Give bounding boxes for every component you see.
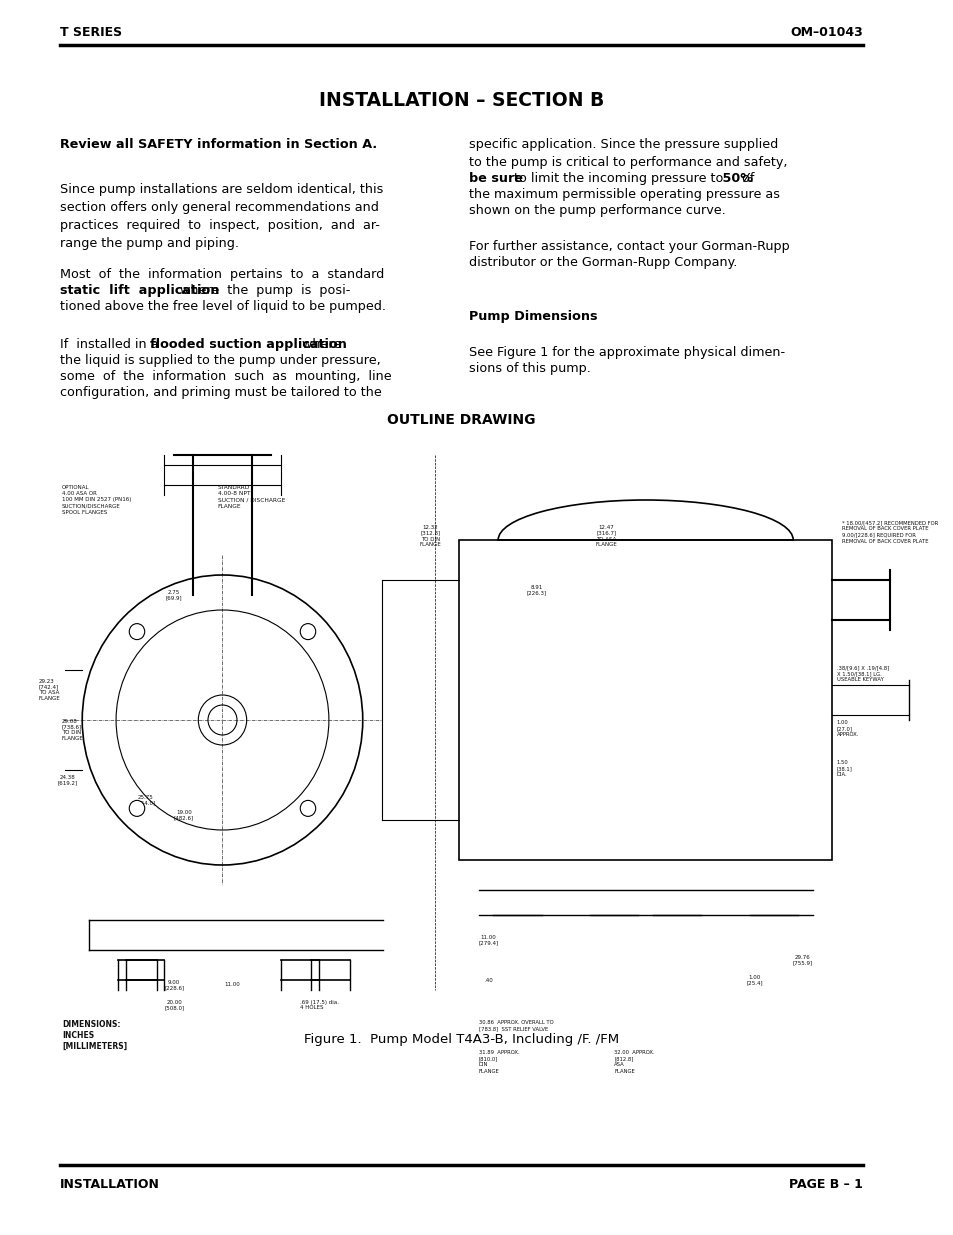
- Text: 25.75
[654.0]: 25.75 [654.0]: [135, 794, 155, 805]
- Text: OPTIONAL
4.00 ASA OR
100 MM DIN 2527 (PN16)
SUCTION/DISCHARGE
SPOOL FLANGES: OPTIONAL 4.00 ASA OR 100 MM DIN 2527 (PN…: [62, 485, 132, 515]
- Text: 30.86  APPROX. OVERALL TO
[783.8]  SST RELIEF VALVE: 30.86 APPROX. OVERALL TO [783.8] SST REL…: [478, 1020, 553, 1031]
- Text: DIMENSIONS:
INCHES
[MILLIMETERS]: DIMENSIONS: INCHES [MILLIMETERS]: [62, 1020, 127, 1051]
- Text: some  of  the  information  such  as  mounting,  line: some of the information such as mounting…: [60, 370, 391, 383]
- Text: tioned above the free level of liquid to be pumped.: tioned above the free level of liquid to…: [60, 300, 386, 312]
- Text: 50%: 50%: [717, 172, 752, 185]
- Text: STANDARD
4.00-8 NPT
SUCTION / DISCHARGE
FLANGE: STANDARD 4.00-8 NPT SUCTION / DISCHARGE …: [217, 485, 285, 509]
- Text: where  the  pump  is  posi-: where the pump is posi-: [176, 284, 350, 296]
- Text: to limit the incoming pressure to: to limit the incoming pressure to: [509, 172, 722, 185]
- Text: 1.00
[27.0]
APPROX.: 1.00 [27.0] APPROX.: [836, 720, 859, 737]
- Text: 1.00
[25.4]: 1.00 [25.4]: [745, 974, 762, 986]
- Text: OM–01043: OM–01043: [789, 26, 862, 38]
- Text: 19.00
[482.6]: 19.00 [482.6]: [173, 810, 193, 820]
- Text: INSTALLATION: INSTALLATION: [60, 1178, 160, 1192]
- Text: 31.89  APPROX.
[810.0]
DIN
FLANGE: 31.89 APPROX. [810.0] DIN FLANGE: [478, 1050, 519, 1073]
- Text: INSTALLATION – SECTION B: INSTALLATION – SECTION B: [318, 90, 603, 110]
- Text: 29.76
[755.9]: 29.76 [755.9]: [792, 955, 812, 966]
- Circle shape: [82, 576, 362, 864]
- Circle shape: [198, 695, 247, 745]
- Circle shape: [208, 705, 236, 735]
- Text: For further assistance, contact your Gorman-Rupp: For further assistance, contact your Gor…: [469, 240, 789, 253]
- Bar: [60, 435, 862, 1010]
- Text: 12.47
[316.7]
TO ASA
FLANGE: 12.47 [316.7] TO ASA FLANGE: [595, 525, 617, 547]
- Bar: [459, 540, 831, 860]
- Text: static  lift  application: static lift application: [60, 284, 219, 296]
- Text: 9.00
[228.6]: 9.00 [228.6]: [164, 979, 184, 990]
- Text: Figure 1.  Pump Model T4A3-B, Including /F. /FM: Figure 1. Pump Model T4A3-B, Including /…: [304, 1034, 618, 1046]
- Text: 11.00
[279.4]: 11.00 [279.4]: [478, 935, 498, 946]
- Text: of: of: [738, 172, 754, 185]
- Text: .69 (17.5) dia.
4 HOLES: .69 (17.5) dia. 4 HOLES: [299, 999, 338, 1010]
- Text: Since pump installations are seldom identical, this
section offers only general : Since pump installations are seldom iden…: [60, 183, 383, 249]
- Text: the liquid is supplied to the pump under pressure,: the liquid is supplied to the pump under…: [60, 354, 380, 367]
- Circle shape: [300, 624, 315, 640]
- Text: If  installed in a: If installed in a: [60, 338, 158, 351]
- Circle shape: [300, 800, 315, 816]
- Text: flooded suction application: flooded suction application: [150, 338, 347, 351]
- Text: sions of this pump.: sions of this pump.: [469, 362, 591, 375]
- Text: configuration, and priming must be tailored to the: configuration, and priming must be tailo…: [60, 387, 381, 399]
- Circle shape: [129, 624, 145, 640]
- Text: .38/[9.6] X .19/[4.8]
X 1.50/[38.1] LG.
USEABLE KEYWAY: .38/[9.6] X .19/[4.8] X 1.50/[38.1] LG. …: [836, 664, 888, 683]
- Text: distributor or the Gorman-Rupp Company.: distributor or the Gorman-Rupp Company.: [469, 256, 737, 269]
- Circle shape: [129, 800, 145, 816]
- Text: 29.23
[742.4]
TO ASA
FLANGE: 29.23 [742.4] TO ASA FLANGE: [39, 679, 60, 701]
- Text: shown on the pump performance curve.: shown on the pump performance curve.: [469, 204, 725, 217]
- Text: OUTLINE DRAWING: OUTLINE DRAWING: [387, 412, 536, 427]
- Text: 24.38
[619.2]: 24.38 [619.2]: [57, 774, 78, 785]
- Text: Most  of  the  information  pertains  to  a  standard: Most of the information pertains to a st…: [60, 268, 384, 282]
- Text: 2.75
[69.9]: 2.75 [69.9]: [166, 589, 182, 600]
- Text: where: where: [297, 338, 341, 351]
- Text: PAGE B – 1: PAGE B – 1: [788, 1178, 862, 1192]
- Text: .40: .40: [483, 977, 493, 983]
- Text: T SERIES: T SERIES: [60, 26, 122, 38]
- Text: * 18.00/[457.2] RECOMMENDED FOR
REMOVAL OF BACK COVER PLATE
9.00/[228.6] REQUIRE: * 18.00/[457.2] RECOMMENDED FOR REMOVAL …: [841, 520, 937, 543]
- Text: 1.50
[38.1]
DIA.: 1.50 [38.1] DIA.: [836, 760, 852, 777]
- Text: 8.91
[226.3]: 8.91 [226.3]: [526, 584, 546, 595]
- Text: Pump Dimensions: Pump Dimensions: [469, 310, 597, 324]
- Text: 12.32
[312.8]
TO DIN
FLANGE: 12.32 [312.8] TO DIN FLANGE: [419, 525, 441, 547]
- Text: 11.00: 11.00: [224, 983, 240, 988]
- Text: 20.00
[508.0]: 20.00 [508.0]: [164, 999, 184, 1010]
- Text: be sure: be sure: [469, 172, 522, 185]
- Text: 29.08
[738.6]
TO DIN
FLANGE: 29.08 [738.6] TO DIN FLANGE: [62, 719, 84, 741]
- Text: See Figure 1 for the approximate physical dimen-: See Figure 1 for the approximate physica…: [469, 346, 784, 359]
- Text: specific application. Since the pressure supplied
to the pump is critical to per: specific application. Since the pressure…: [469, 138, 787, 169]
- Circle shape: [116, 610, 329, 830]
- Text: the maximum permissible operating pressure as: the maximum permissible operating pressu…: [469, 188, 780, 201]
- Text: 32.00  APPROX.
[812.8]
ASA
FLANGE: 32.00 APPROX. [812.8] ASA FLANGE: [614, 1050, 654, 1073]
- Text: Review all SAFETY information in Section A.: Review all SAFETY information in Section…: [60, 138, 376, 151]
